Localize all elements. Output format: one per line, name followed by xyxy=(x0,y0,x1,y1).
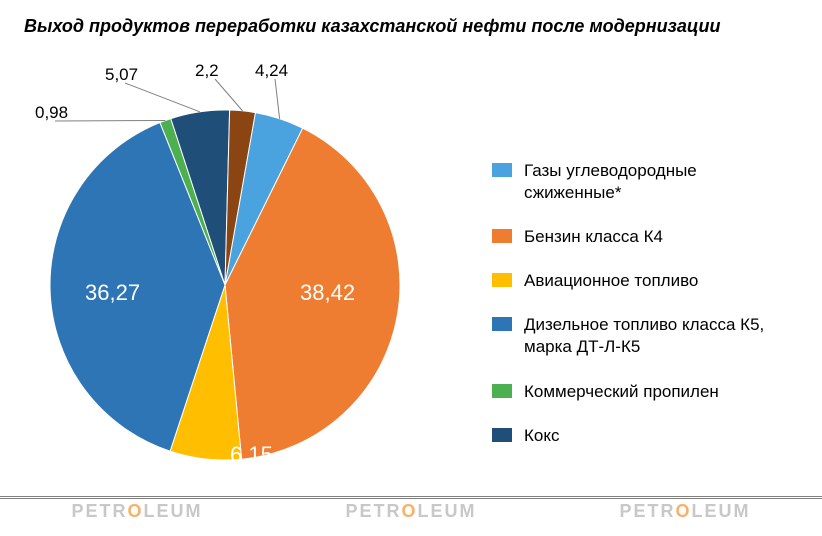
legend-swatch xyxy=(492,428,512,442)
legend-swatch xyxy=(492,229,512,243)
legend-swatch xyxy=(492,317,512,331)
watermark: PETROLEUM xyxy=(71,501,202,522)
legend-item: Коммерческий пропилен xyxy=(492,381,782,403)
legend-item: Кокс xyxy=(492,425,782,447)
legend-item: Дизельное топливо класса К5, марка ДТ-Л-… xyxy=(492,314,782,358)
leader-line-propylene xyxy=(55,120,165,121)
leader-line-lpg xyxy=(275,79,280,119)
legend: Газы углеводородные сжиженные* Бензин кла… xyxy=(492,160,782,469)
legend-label: Кокс xyxy=(524,425,560,447)
watermark-row: PETROLEUM PETROLEUM PETROLEUM xyxy=(0,496,822,522)
legend-label: Газы углеводородные сжиженные* xyxy=(524,160,782,204)
legend-label: Авиационное топливо xyxy=(524,270,698,292)
legend-swatch xyxy=(492,384,512,398)
legend-label: Бензин класса К4 xyxy=(524,226,663,248)
pie-chart xyxy=(10,55,440,485)
watermark: PETROLEUM xyxy=(619,501,750,522)
watermark: PETROLEUM xyxy=(345,501,476,522)
legend-swatch xyxy=(492,163,512,177)
legend-swatch xyxy=(492,273,512,287)
chart-title: Выход продуктов переработки казахстанско… xyxy=(24,16,720,37)
legend-item: Газы углеводородные сжиженные* xyxy=(492,160,782,204)
legend-label: Дизельное топливо класса К5, марка ДТ-Л-… xyxy=(524,314,782,358)
legend-item: Авиационное топливо xyxy=(492,270,782,292)
legend-label: Коммерческий пропилен xyxy=(524,381,719,403)
leader-line-coke xyxy=(125,83,200,112)
leader-line-darkbrown xyxy=(215,79,243,111)
legend-item: Бензин класса К4 xyxy=(492,226,782,248)
